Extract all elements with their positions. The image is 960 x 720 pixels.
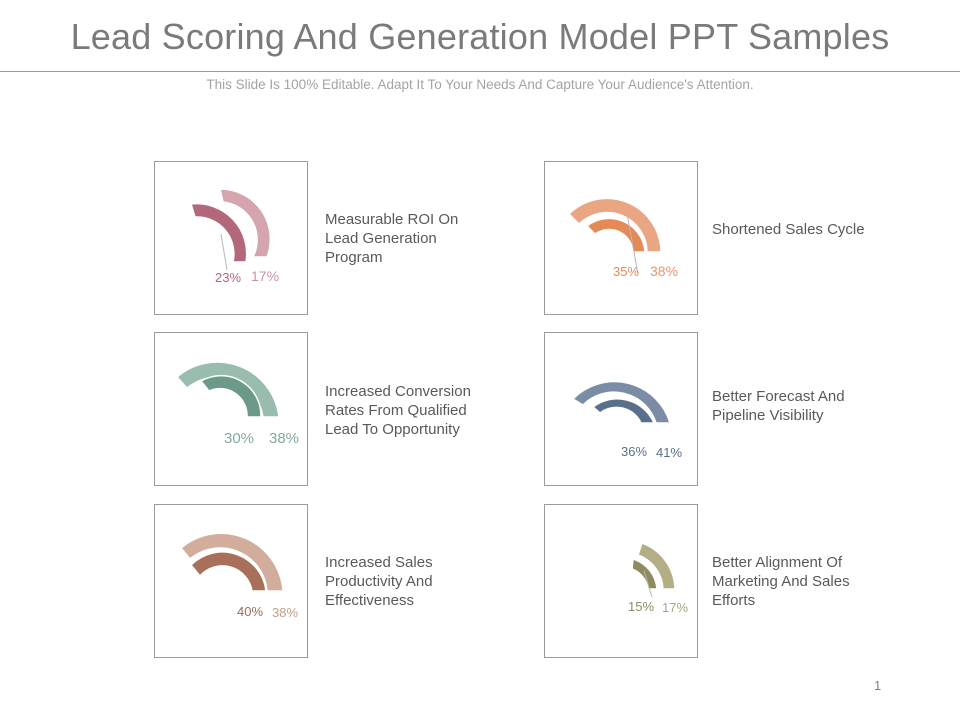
inner-arc-sales-cycle xyxy=(585,217,646,253)
slide-subtitle: This Slide Is 100% Editable. Adapt It To… xyxy=(206,77,754,92)
outer-arc-sales-cycle xyxy=(567,197,662,253)
label-forecast: Better Forecast And Pipeline Visibility xyxy=(712,388,845,424)
gauge-chart-alignment xyxy=(631,542,676,598)
inner-arc-conversion xyxy=(199,374,262,418)
outer-arc-forecast xyxy=(571,380,672,424)
outer-arc-productivity xyxy=(179,532,284,592)
gauge-card-conversion: 30% 38% xyxy=(154,332,308,486)
outer-percentage-roi: 17% xyxy=(251,268,280,284)
gauge-card-productivity: 40% 38% xyxy=(154,504,308,658)
inner-percentage-conversion: 30% xyxy=(224,430,255,447)
page-number: 1 xyxy=(874,678,882,693)
inner-percentage-productivity: 40% xyxy=(237,604,264,619)
gauge-card-roi: 23% 17% xyxy=(154,161,308,315)
slide-title: Lead Scoring And Generation Model PPT Sa… xyxy=(70,16,890,57)
outer-percentage-productivity: 38% xyxy=(272,605,299,620)
gauge-chart-forecast xyxy=(571,380,672,424)
inner-arc-roi xyxy=(190,202,248,263)
outer-percentage-conversion: 38% xyxy=(269,430,300,447)
label-sales-cycle: Shortened Sales Cycle xyxy=(712,221,865,238)
outer-arc-alignment xyxy=(637,542,676,590)
gauge-chart-roi xyxy=(190,188,272,271)
inner-percentage-sales-cycle: 35% xyxy=(613,264,640,279)
outer-percentage-alignment: 17% xyxy=(662,600,689,615)
title-divider xyxy=(0,71,960,72)
inner-arc-forecast xyxy=(591,398,656,424)
gauge-chart-productivity xyxy=(179,532,284,592)
outer-arc-roi xyxy=(219,188,272,258)
label-roi: Measurable ROI On Lead Generation Progra… xyxy=(325,211,459,266)
label-productivity: Increased Sales Productivity And Effecti… xyxy=(325,554,433,609)
outer-percentage-sales-cycle: 38% xyxy=(650,263,679,279)
pointer-line-roi xyxy=(220,233,228,271)
inner-percentage-forecast: 36% xyxy=(621,444,648,459)
label-alignment: Better Alignment Of Marketing And Sales … xyxy=(712,554,850,609)
inner-percentage-alignment: 15% xyxy=(628,599,655,614)
gauge-card-alignment: 15% 17% xyxy=(544,504,698,658)
pointer-line-alignment xyxy=(643,570,653,598)
gauge-card-sales-cycle: 35% 38% xyxy=(544,161,698,315)
inner-arc-productivity xyxy=(189,551,267,592)
label-conversion: Increased Conversion Rates From Qualifie… xyxy=(325,383,471,438)
gauge-chart-sales-cycle xyxy=(567,197,662,275)
pointer-line-sales-cycle xyxy=(626,213,639,275)
gauge-chart-conversion xyxy=(175,361,280,418)
inner-percentage-roi: 23% xyxy=(215,270,242,285)
gauge-card-forecast: 36% 41% xyxy=(544,332,698,486)
outer-percentage-forecast: 41% xyxy=(656,445,683,460)
